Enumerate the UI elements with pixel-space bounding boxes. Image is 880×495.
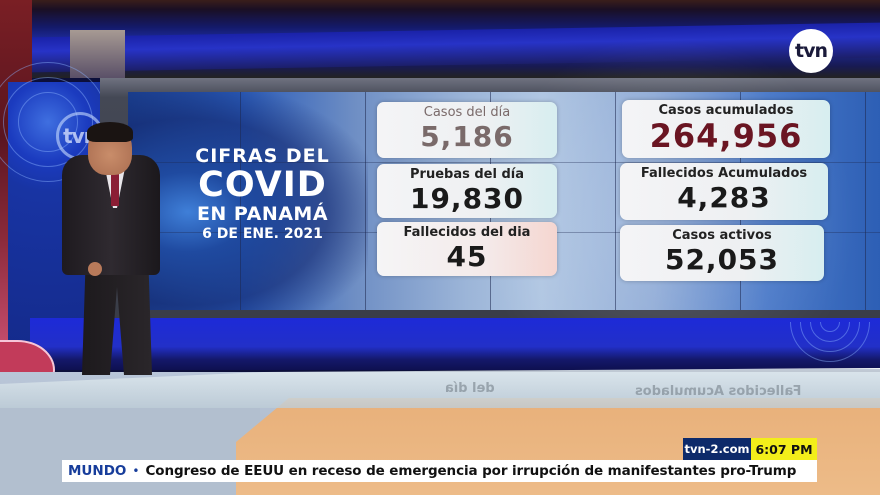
panel-divider [128,162,880,163]
bullet-icon: • [132,464,140,478]
decor-rings [790,322,870,362]
stat-card-daily-cases: Casos del día 5,186 [377,102,557,158]
covid-title: CIFRAS DEL COVID EN PANAMÁ 6 DE ENE. 202… [190,145,335,243]
stat-value: 52,053 [664,243,780,276]
panel-divider [240,92,241,310]
tvn-logo-icon: tvn [789,29,833,73]
title-line: CIFRAS DEL [195,145,330,167]
stat-card-active-cases: Casos activos 52,053 [620,225,824,281]
stat-value: 4,283 [677,181,771,214]
panel-divider [865,92,866,310]
title-date: 6 DE ENE. 2021 [202,226,323,242]
stat-card-daily-tests: Pruebas del día 19,830 [377,164,557,218]
screen-glow [128,92,368,310]
ticker-headline: Congreso de EEUU en receso de emergencia… [145,463,797,479]
stat-label: Pruebas del día [410,167,524,182]
stat-label: Casos activos [672,228,772,243]
stat-label: Fallecidos Acumulados [640,166,808,181]
panel-divider [365,92,366,310]
panel-divider [615,92,616,310]
clock-tag: 6:07 PM [751,438,817,460]
stat-value: 264,956 [649,117,803,155]
stat-value: 45 [446,240,488,273]
title-line: COVID [198,165,327,205]
ticker-category: MUNDO [68,463,127,479]
floor-reflection-text: del día [445,381,495,396]
anchor-hair [87,122,133,142]
stat-label: Casos del día [423,105,511,120]
stat-label: Fallecidos del dia [403,225,531,240]
stat-card-total-deaths: Fallecidos Acumulados 4,283 [620,163,828,220]
news-ticker: MUNDO • Congreso de EEUU en receso de em… [62,460,817,482]
stat-label: Casos acumulados [658,103,794,118]
floor-reflection-text: Fallecidos Acumulados [635,384,802,399]
anchor-hand [88,262,102,276]
website-tag: tvn-2.com [683,438,751,460]
stat-value: 5,186 [420,120,514,153]
stat-card-total-cases: Casos acumulados 264,956 [622,100,830,158]
studio-blue-band [30,318,880,370]
stat-card-daily-deaths: Fallecidos del dia 45 [377,222,557,276]
anchor-tie [111,170,119,206]
decor-ring [790,322,870,362]
stat-value: 19,830 [409,182,525,215]
title-line: EN PANAMÁ [196,203,329,225]
